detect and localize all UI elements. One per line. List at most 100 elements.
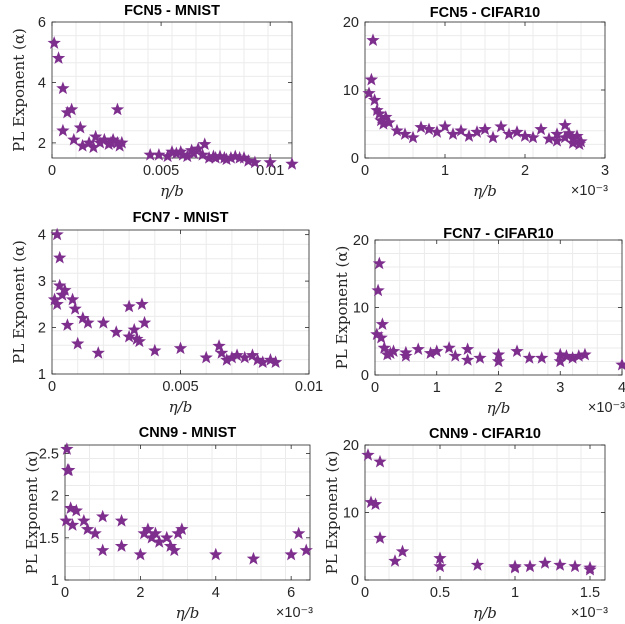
data-point-star <box>191 141 205 155</box>
data-point-star <box>491 354 506 368</box>
y-tick-label: 20 <box>343 438 359 454</box>
data-point-star <box>160 149 175 163</box>
x-tick-label: 2 <box>494 380 502 396</box>
x-tick-label: 0 <box>361 585 369 601</box>
data-point-star <box>558 130 572 144</box>
y-tick-label: 3 <box>38 274 46 290</box>
axes-box <box>51 21 293 159</box>
x-tick-label: 1.5 <box>580 585 600 601</box>
chart-title: FCN5 - MNIST <box>124 3 220 19</box>
data-point-star <box>62 463 76 476</box>
data-point-star <box>187 146 201 160</box>
data-point-star <box>558 118 572 132</box>
y-tick-label: 20 <box>353 233 369 249</box>
data-point-star <box>135 297 149 310</box>
data-point-star <box>137 315 152 329</box>
data-point-star <box>374 330 388 344</box>
data-point-star <box>386 344 401 358</box>
data-point-star <box>106 132 120 146</box>
data-point-star <box>299 543 313 557</box>
x-tick-label: 0.005 <box>143 163 179 179</box>
data-point-star <box>114 539 129 552</box>
x-tick-label: 0.01 <box>295 379 323 395</box>
chart-panel-5: 0 2 4 6 1 1.5 2 2.5 CNN9 - MNIST η/b PL Exponent (… <box>23 425 313 622</box>
data-point-star <box>562 126 576 140</box>
axes-box <box>64 444 311 581</box>
data-point-star <box>148 526 163 540</box>
data-point-star <box>143 147 157 161</box>
x-tick-label: 2 <box>136 585 144 601</box>
data-point-star <box>76 311 90 324</box>
data-point-star <box>71 336 85 350</box>
x-tick-label: 0 <box>48 163 56 179</box>
x-tick-label: 1 <box>441 163 449 179</box>
data-point-star <box>256 355 270 369</box>
y-tick-label: 20 <box>343 15 359 31</box>
data-point-star <box>230 348 244 362</box>
y-tick-label: 2 <box>38 136 46 152</box>
data-point-star <box>268 355 283 369</box>
data-point-star <box>219 152 234 166</box>
data-point-star <box>209 547 223 561</box>
y-tick-label: 6 <box>38 15 46 31</box>
data-point-star <box>364 495 378 509</box>
data-point-star <box>47 292 62 306</box>
data-point-star <box>60 318 75 331</box>
data-point-star <box>550 134 564 147</box>
data-point-star <box>96 543 110 557</box>
data-point-star <box>615 357 625 371</box>
data-point-star <box>208 151 223 164</box>
data-point-star <box>88 129 103 143</box>
x-tick-label: 3 <box>556 380 564 396</box>
data-point-star <box>198 137 212 151</box>
x-tick-label: 4 <box>212 585 220 601</box>
data-point-star <box>399 345 413 359</box>
x-axis-exponent: ×10⁻³ <box>571 605 608 621</box>
y-tick-label: 0 <box>351 573 359 589</box>
x-axis-label: η/b <box>160 182 184 200</box>
data-point-star <box>377 341 391 354</box>
y-tick-label: 2 <box>51 489 59 505</box>
data-point-star <box>376 117 391 130</box>
data-point-star <box>572 137 587 151</box>
x-tick-label: 0.5 <box>430 585 450 601</box>
data-point-star <box>81 315 95 329</box>
y-tick-label: 2 <box>38 321 46 337</box>
data-point-star <box>96 315 111 329</box>
data-point-star <box>64 102 79 116</box>
data-point-star <box>370 327 384 341</box>
x-axis-label: η/b <box>176 604 200 622</box>
data-point-star <box>383 346 398 360</box>
data-point-star <box>225 350 239 364</box>
x-tick-label: 0.01 <box>256 163 284 179</box>
data-point-star <box>53 250 67 264</box>
data-point-star <box>109 325 123 338</box>
x-tick-label: 6 <box>287 585 295 601</box>
data-point-star <box>137 526 151 540</box>
data-point-star <box>423 346 438 360</box>
data-point-star <box>388 554 402 567</box>
x-tick-label: 4 <box>618 380 625 396</box>
data-point-star <box>60 442 74 455</box>
data-point-star <box>73 120 88 134</box>
data-point-star <box>96 509 110 523</box>
data-point-star <box>86 140 101 154</box>
y-tick-label: 4 <box>38 228 46 244</box>
data-point-star <box>370 103 384 117</box>
data-point-star <box>553 354 567 368</box>
data-point-star <box>122 329 136 343</box>
data-point-star <box>97 132 112 146</box>
data-point-star <box>510 344 524 358</box>
data-point-star <box>263 155 277 169</box>
data-point-star <box>380 347 395 361</box>
data-point-star <box>491 347 506 361</box>
y-tick-label: 1 <box>38 367 46 383</box>
data-point-star <box>430 344 444 358</box>
y-tick-label: 2.5 <box>39 446 59 462</box>
data-point-star <box>199 350 213 364</box>
y-tick-label: 4 <box>38 75 46 91</box>
chart-title: CNN9 - MNIST <box>139 425 237 441</box>
data-point-star <box>169 146 184 160</box>
data-point-star <box>542 131 556 145</box>
